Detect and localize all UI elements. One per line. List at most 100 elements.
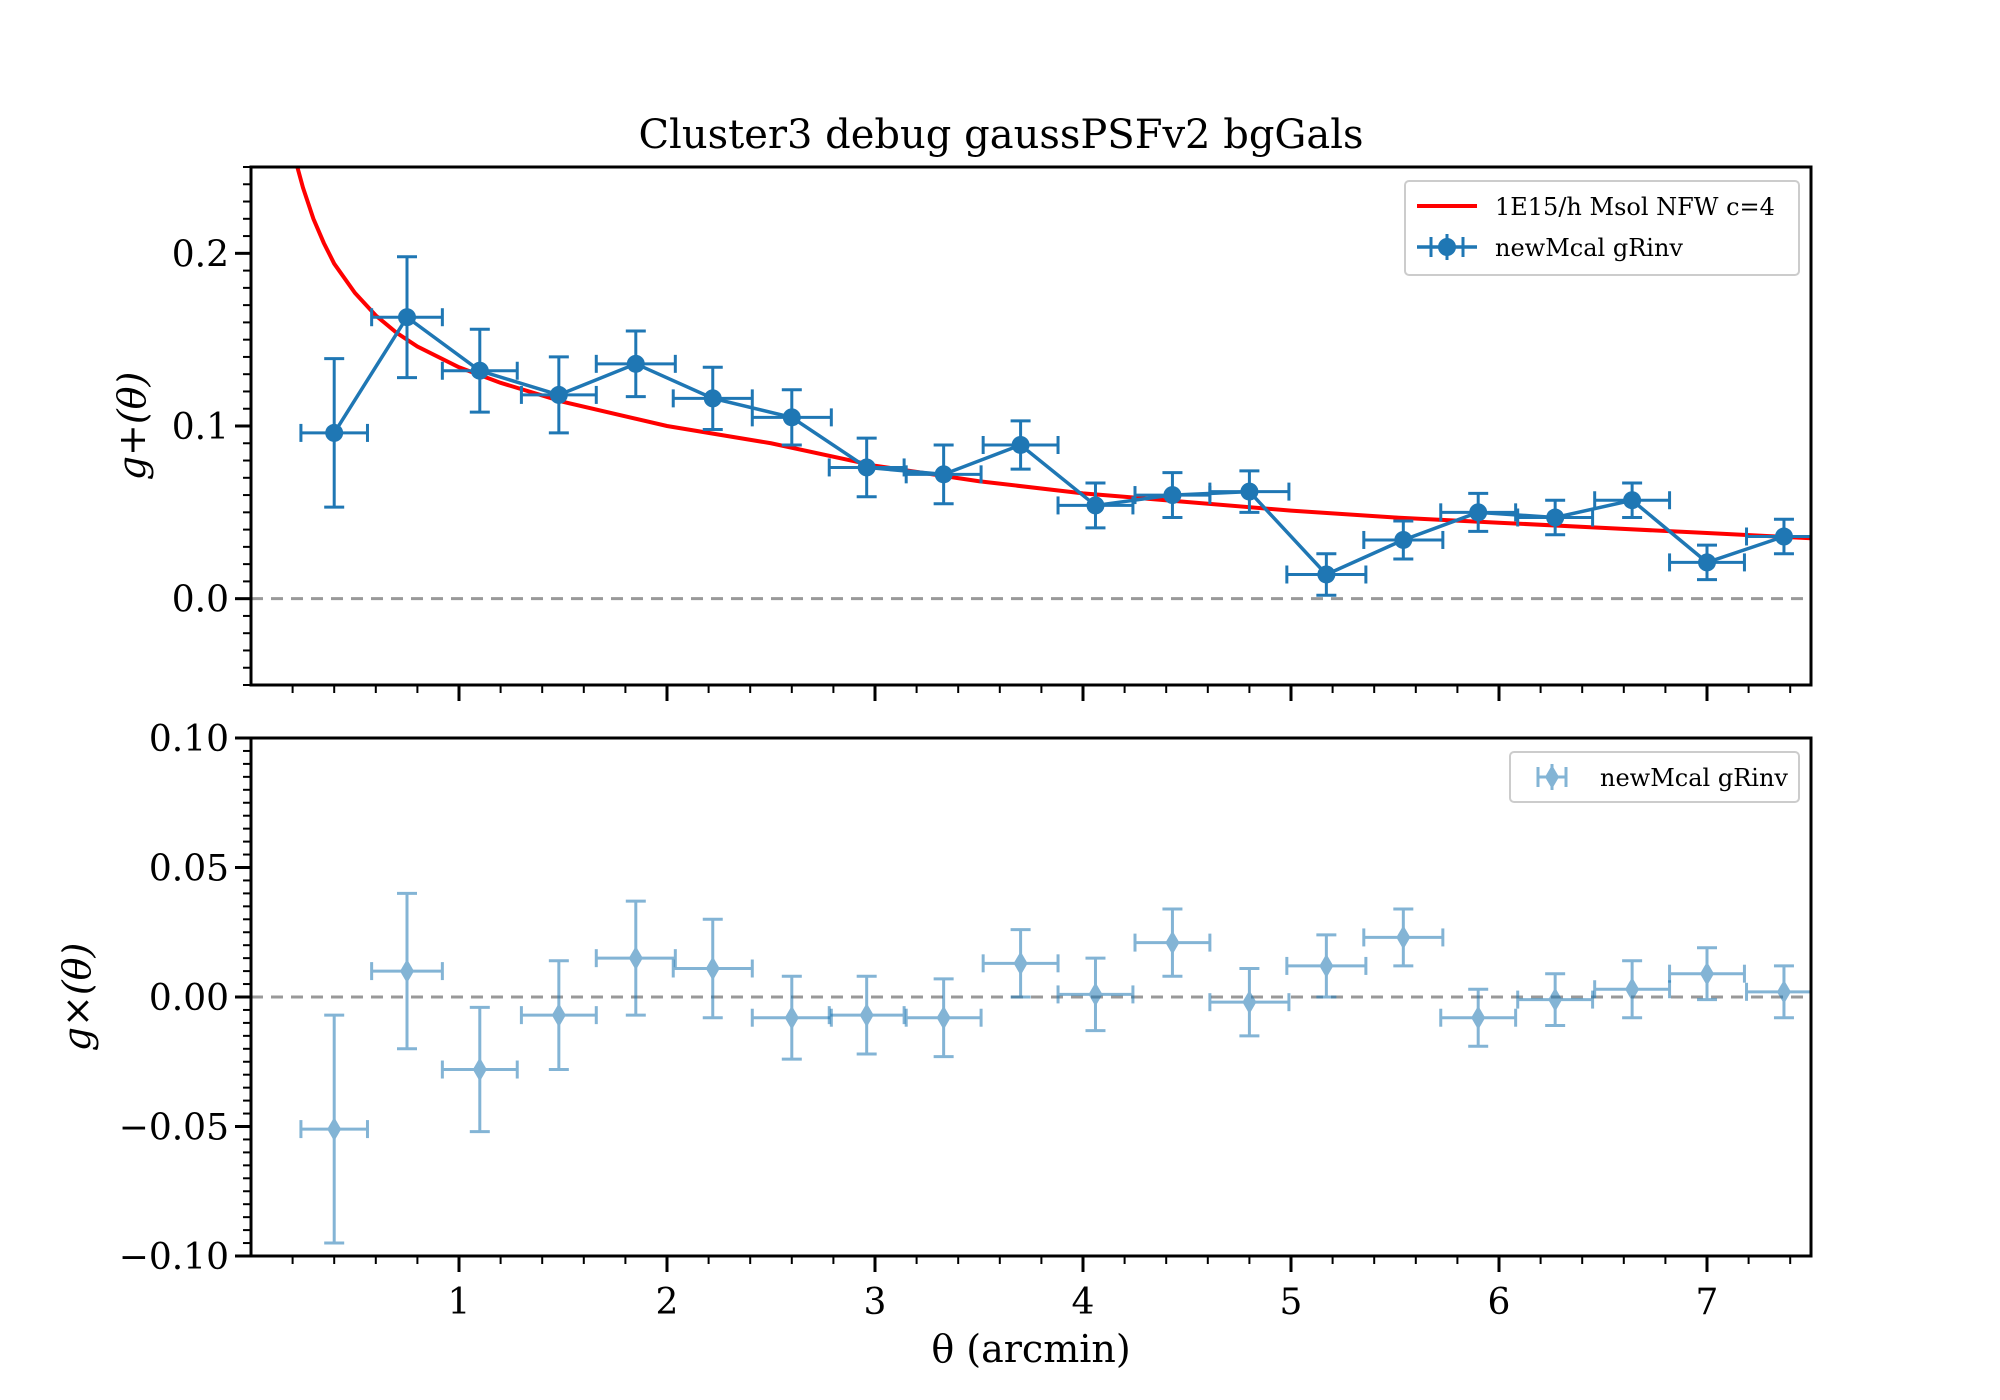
data-marker-diamond: [551, 1003, 566, 1028]
data-point: [1133, 907, 1212, 978]
data-marker-circle: [1394, 530, 1413, 549]
data-point: [671, 365, 754, 431]
plot-frame: [249, 165, 1813, 687]
legend-data-swatch: [1417, 234, 1477, 260]
data-marker-circle: [1469, 503, 1488, 522]
data-marker-circle: [1163, 486, 1182, 505]
data-marker-diamond: [1396, 925, 1411, 950]
x-tick-label: 4: [1072, 1282, 1095, 1323]
data-point: [1516, 972, 1595, 1027]
legend-data-label: newMcal gRinv: [1495, 234, 1683, 262]
data-point: [594, 329, 677, 399]
data-marker-diamond: [1471, 1005, 1486, 1030]
y-tick-label: −0.10: [119, 1237, 229, 1278]
legend-box: [1404, 180, 1800, 276]
data-point: [1285, 552, 1368, 597]
data-point: [750, 974, 833, 1061]
data-point: [1439, 987, 1518, 1048]
data-point: [1668, 946, 1746, 1002]
data-marker-diamond: [1242, 990, 1257, 1015]
data-marker-circle: [703, 389, 722, 408]
data-marker-circle: [626, 354, 645, 373]
x-tick-label: 3: [864, 1282, 887, 1323]
data-point: [594, 899, 677, 1017]
data-point: [370, 891, 444, 1051]
data-marker-circle: [1240, 482, 1259, 501]
data-point: [370, 255, 444, 380]
data-marker-diamond: [705, 956, 720, 981]
legend-swatch-group: [1536, 764, 1568, 790]
data-marker-circle: [1546, 508, 1565, 527]
data-point: [1056, 481, 1135, 530]
data-point: [1133, 471, 1212, 520]
data-marker-diamond: [628, 946, 643, 971]
data-point: [299, 1013, 369, 1245]
data-marker-diamond: [1625, 977, 1640, 1002]
legend: 1E15/h Msol NFW c=4 newMcal gRinv: [1404, 180, 1800, 276]
data-marker-diamond: [1088, 982, 1103, 1007]
data-marker-diamond: [472, 1057, 487, 1082]
data-marker-diamond: [327, 1117, 342, 1142]
plot-frame: [249, 736, 1813, 1258]
legend-marker-diamond: [1545, 765, 1559, 789]
legend-marker-circle: [1438, 238, 1456, 256]
model-curve: [295, 167, 1811, 541]
data-point: [519, 355, 598, 435]
data-point: [671, 917, 754, 1020]
legend: newMcal gRinv: [1509, 751, 1800, 803]
chart-title: Cluster3 debug gaussPSFv2 bgGals: [638, 112, 1363, 158]
x-tick-label: 7: [1696, 1282, 1719, 1323]
legend-data-swatch: [1536, 764, 1568, 790]
bottom-panel: −0.10 −0.05 0.00 0.05 0.10 1 2 3 4 5 6 7 g×(θ) new…: [55, 719, 1813, 1323]
data-point: [1745, 964, 1811, 1020]
x-axis-label: θ (arcmin): [931, 1327, 1130, 1371]
data-marker-circle: [934, 465, 953, 484]
data-marker-diamond: [1548, 987, 1563, 1012]
y-tick-label: 0.05: [149, 849, 229, 890]
data-point: [440, 327, 519, 414]
data-point: [981, 419, 1060, 471]
data-point: [519, 959, 598, 1072]
data-point: [981, 928, 1060, 999]
data-series-layer: [299, 891, 1811, 1245]
data-point: [1056, 956, 1135, 1033]
data-point: [827, 436, 906, 499]
data-point: [1285, 933, 1368, 999]
data-marker-circle: [857, 458, 876, 477]
data-point: [1208, 469, 1291, 514]
data-point: [1593, 959, 1672, 1020]
data-marker-diamond: [1013, 951, 1028, 976]
data-point: [1593, 481, 1672, 520]
y-tick-label: 0.00: [149, 978, 229, 1019]
data-marker-circle: [325, 423, 344, 442]
data-point: [299, 357, 369, 509]
model-curve-layer: [295, 167, 1811, 541]
legend-box: [1509, 751, 1800, 803]
data-point: [904, 977, 983, 1059]
data-marker-circle: [1317, 565, 1336, 584]
legend-model-label: 1E15/h Msol NFW c=4: [1495, 193, 1775, 221]
data-point: [1362, 907, 1445, 968]
y-axis-label-gplus: g+(θ): [110, 372, 154, 481]
data-marker-circle: [470, 361, 489, 380]
data-marker-diamond: [936, 1005, 951, 1030]
data-point: [440, 1005, 519, 1134]
y-tick-label: 0.0: [172, 580, 229, 621]
data-point: [904, 443, 983, 506]
data-marker-circle: [398, 308, 416, 327]
data-point: [827, 974, 906, 1056]
data-marker-circle: [782, 408, 801, 427]
data-point: [1439, 491, 1518, 533]
data-point: [1362, 519, 1445, 561]
data-point: [1745, 517, 1811, 556]
x-tick-label: 1: [448, 1282, 471, 1323]
data-point: [1516, 498, 1595, 537]
data-marker-diamond: [859, 1003, 874, 1028]
data-marker-circle: [1774, 527, 1793, 546]
data-marker-diamond: [400, 959, 414, 984]
data-marker-diamond: [1700, 961, 1714, 986]
x-tick-label: 6: [1488, 1282, 1511, 1323]
data-marker-diamond: [1776, 979, 1791, 1004]
data-marker-circle: [1011, 435, 1030, 454]
